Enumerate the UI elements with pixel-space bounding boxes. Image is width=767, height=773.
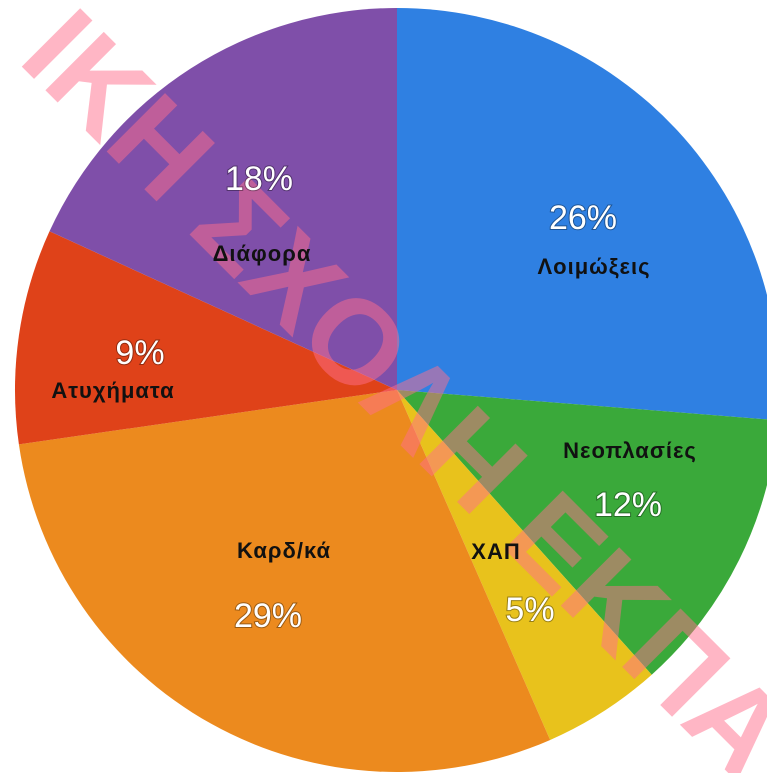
slice-category-label: ΧΑΠ [471,539,520,564]
slice-category-label: Καρδ/κά [237,538,331,563]
slice-value-label: 12% [594,486,662,524]
pie-slice [397,390,767,675]
pie-slice [14,231,397,445]
slice-value-label: 29% [234,597,302,635]
pie-slice [397,390,652,740]
slice-category-label: Ατυχήματα [51,378,174,403]
slice-value-label: 18% [225,160,293,198]
slice-category-label: Διάφορα [213,241,312,266]
slice-category-label: Λοιμώξεις [537,254,650,279]
slices [14,8,767,772]
slice-value-label: 5% [505,591,554,629]
slice-value-label: 26% [549,199,617,237]
pie-slice [18,390,551,772]
pie-slice [397,8,767,420]
slice-value-label: 9% [115,334,164,372]
slice-category-label: Νεοπλασίες [563,438,697,463]
labels: 26% Λοιμώξεις 12% Νεοπλασίες 5% ΧΑΠ 29% Καρδ/κά… [51,159,697,636]
pie-slice [49,8,398,390]
